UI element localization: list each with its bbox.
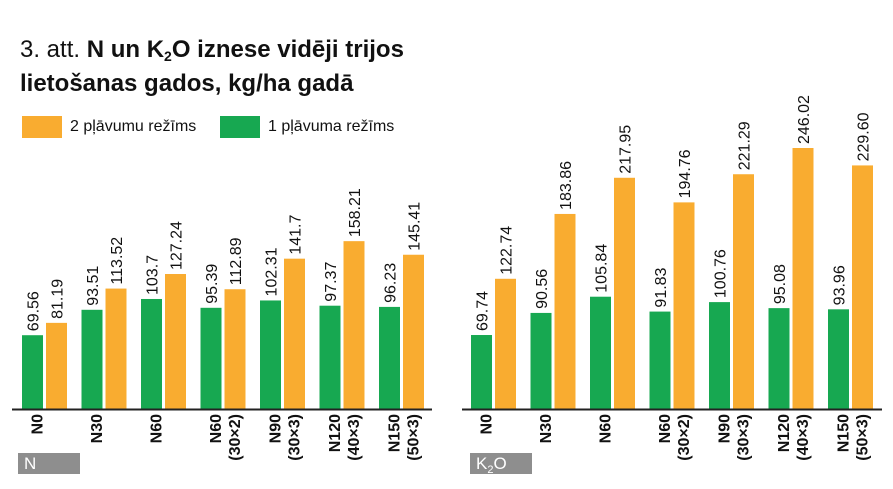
bar-k2o-1-mowing-5	[768, 308, 790, 409]
value-label-k2o-2-mowings-1: 183.86	[558, 161, 575, 210]
value-label-n-1-mowing-5: 97.37	[323, 262, 340, 302]
value-label-k2o-1-mowing-4: 100.76	[713, 249, 730, 298]
title-line-2: lietošanas gados, kg/ha gadā	[20, 70, 354, 97]
bar-k2o-1-mowing-1	[530, 312, 552, 409]
value-label-k2o-1-mowing-3: 91.83	[653, 267, 670, 307]
value-label-n-2-mowings-0: 81.19	[50, 279, 67, 319]
group-tag-n	[18, 453, 80, 474]
tick-label-k2o-0: N0	[479, 414, 496, 435]
value-label-n-1-mowing-4: 102.31	[264, 247, 281, 296]
tick-label-n-4-line-0: N90	[268, 414, 285, 443]
value-label-k2o-1-mowing-6: 93.96	[832, 265, 849, 305]
bar-k2o-2-mowings-2	[614, 177, 635, 409]
tick-label-k2o-5-line-0: N120	[776, 414, 793, 452]
bar-n-2-mowings-5	[343, 241, 365, 409]
tick-label-n-3-line-0: N60	[208, 414, 225, 443]
title-line-1: 3. att. N un K2O iznese vidēji trijos	[20, 36, 404, 70]
bar-n-1-mowing-6	[379, 306, 400, 409]
tick-label-n-3-line-1: (30×2)	[227, 414, 244, 461]
title-bold-part2: O iznese vidēji trijos	[171, 36, 404, 63]
bar-k2o-2-mowings-1	[554, 213, 576, 409]
bar-k2o-1-mowing-6	[828, 309, 849, 409]
tick-label-k2o-4-line-1: (30×3)	[736, 414, 753, 461]
value-label-k2o-2-mowings-4: 221.29	[737, 121, 754, 170]
tick-label-n-6-line-0: N150	[387, 414, 404, 452]
tick-label-n-6-line-1: (50×3)	[406, 414, 423, 461]
tick-label-k2o-4-line-0: N90	[717, 414, 734, 443]
value-label-n-1-mowing-3: 95.39	[204, 264, 221, 304]
bar-k2o-2-mowings-4	[733, 174, 754, 409]
tick-label-n-5-line-0: N120	[327, 414, 344, 452]
bar-n-1-mowing-0	[22, 335, 43, 409]
group-tag-label-k2o: K2O	[476, 454, 507, 476]
bar-n-1-mowing-3	[200, 307, 222, 409]
value-label-k2o-1-mowing-1: 90.56	[534, 269, 551, 309]
tick-label-k2o-3-line-0: N60	[657, 414, 674, 443]
tick-label-k2o-6-line-0: N150	[836, 414, 853, 452]
tick-label-k2o-2: N60	[598, 414, 615, 443]
value-label-k2o-2-mowings-0: 122.74	[499, 226, 516, 275]
value-label-k2o-2-mowings-2: 217.95	[618, 125, 635, 174]
legend-label-1-mowing: 1 pļāvuma režīms	[268, 118, 395, 135]
bar-n-2-mowings-1	[105, 288, 127, 409]
tick-label-n-2: N60	[149, 414, 166, 443]
bar-n-2-mowings-6	[403, 254, 424, 409]
bar-k2o-1-mowing-0	[471, 335, 492, 409]
bar-k2o-2-mowings-5	[792, 148, 814, 409]
tick-label-k2o-5-line-1: (40×3)	[795, 414, 812, 461]
bar-n-2-mowings-0	[46, 322, 67, 409]
title-prefix: 3. att.	[20, 36, 81, 63]
bar-k2o-2-mowings-3	[673, 202, 695, 409]
legend-label-2-mowings: 2 pļāvumu režīms	[70, 118, 197, 135]
bar-n-1-mowing-5	[319, 305, 341, 409]
value-label-k2o-2-mowings-5: 246.02	[796, 95, 813, 144]
bar-k2o-2-mowings-6	[852, 165, 873, 409]
value-label-n-2-mowings-3: 112.89	[228, 237, 245, 285]
value-label-k2o-1-mowing-0: 69.74	[475, 291, 492, 331]
legend-swatch-green	[220, 116, 260, 138]
value-label-n-2-mowings-2: 127.24	[169, 221, 186, 270]
value-label-n-2-mowings-4: 141.7	[288, 215, 305, 255]
bar-n-2-mowings-3	[224, 289, 246, 409]
title-bold-part1: N un K	[86, 36, 165, 63]
value-label-k2o-1-mowing-5: 95.08	[772, 264, 789, 304]
bar-n-2-mowings-2	[165, 274, 186, 409]
chart-title: 3. att. N un K2O iznese vidēji trijos li…	[20, 36, 404, 98]
tick-label-n-5-line-1: (40×3)	[346, 414, 363, 461]
bar-k2o-1-mowing-3	[649, 311, 671, 409]
value-label-n-1-mowing-0: 69.56	[26, 291, 43, 331]
tick-label-n-1: N30	[89, 414, 106, 443]
value-label-n-2-mowings-5: 158.21	[347, 188, 364, 237]
tick-label-n-0: N0	[30, 414, 47, 435]
value-label-n-2-mowings-1: 113.52	[109, 237, 126, 285]
bar-n-1-mowing-4	[260, 300, 281, 409]
bar-k2o-1-mowing-4	[709, 302, 730, 409]
legend-swatch-orange	[22, 116, 62, 138]
value-label-n-1-mowing-2: 103.7	[145, 255, 162, 295]
tick-label-k2o-6-line-1: (50×3)	[855, 414, 872, 461]
value-label-n-1-mowing-1: 93.51	[85, 266, 102, 306]
tick-label-k2o-3-line-1: (30×2)	[676, 414, 693, 461]
tick-label-k2o-1: N30	[538, 414, 555, 443]
tick-label-n-4-line-1: (30×3)	[287, 414, 304, 461]
value-label-n-1-mowing-6: 96.23	[383, 263, 400, 303]
value-label-k2o-1-mowing-2: 105.84	[594, 244, 611, 293]
bar-n-1-mowing-2	[141, 298, 162, 409]
bar-k2o-1-mowing-2	[590, 296, 611, 409]
group-tag-k2o	[470, 453, 532, 474]
value-label-k2o-2-mowings-6: 229.60	[856, 112, 873, 161]
title-bold-subscript: 2	[164, 48, 172, 64]
bar-k2o-2-mowings-0	[495, 278, 516, 409]
bar-n-2-mowings-4	[284, 258, 305, 409]
value-label-k2o-2-mowings-3: 194.76	[677, 149, 694, 198]
value-label-n-2-mowings-6: 145.41	[407, 202, 424, 251]
group-tag-label-n: N	[24, 454, 36, 473]
bar-n-1-mowing-1	[81, 309, 103, 409]
